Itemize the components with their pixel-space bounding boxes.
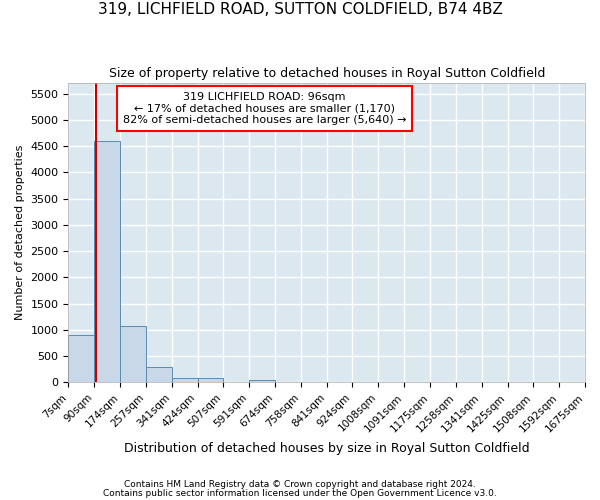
Title: Size of property relative to detached houses in Royal Sutton Coldfield: Size of property relative to detached ho… xyxy=(109,68,545,80)
Text: 319, LICHFIELD ROAD, SUTTON COLDFIELD, B74 4BZ: 319, LICHFIELD ROAD, SUTTON COLDFIELD, B… xyxy=(98,2,502,18)
Bar xyxy=(146,367,172,382)
Y-axis label: Number of detached properties: Number of detached properties xyxy=(15,145,25,320)
Bar xyxy=(249,380,275,382)
Bar xyxy=(172,378,197,382)
Bar xyxy=(120,326,146,382)
X-axis label: Distribution of detached houses by size in Royal Sutton Coldfield: Distribution of detached houses by size … xyxy=(124,442,530,455)
Text: Contains HM Land Registry data © Crown copyright and database right 2024.: Contains HM Land Registry data © Crown c… xyxy=(124,480,476,489)
Bar xyxy=(94,141,120,382)
Bar xyxy=(68,335,94,382)
Text: Contains public sector information licensed under the Open Government Licence v3: Contains public sector information licen… xyxy=(103,488,497,498)
Bar xyxy=(197,378,223,382)
Text: 319 LICHFIELD ROAD: 96sqm
← 17% of detached houses are smaller (1,170)
82% of se: 319 LICHFIELD ROAD: 96sqm ← 17% of detac… xyxy=(123,92,406,125)
